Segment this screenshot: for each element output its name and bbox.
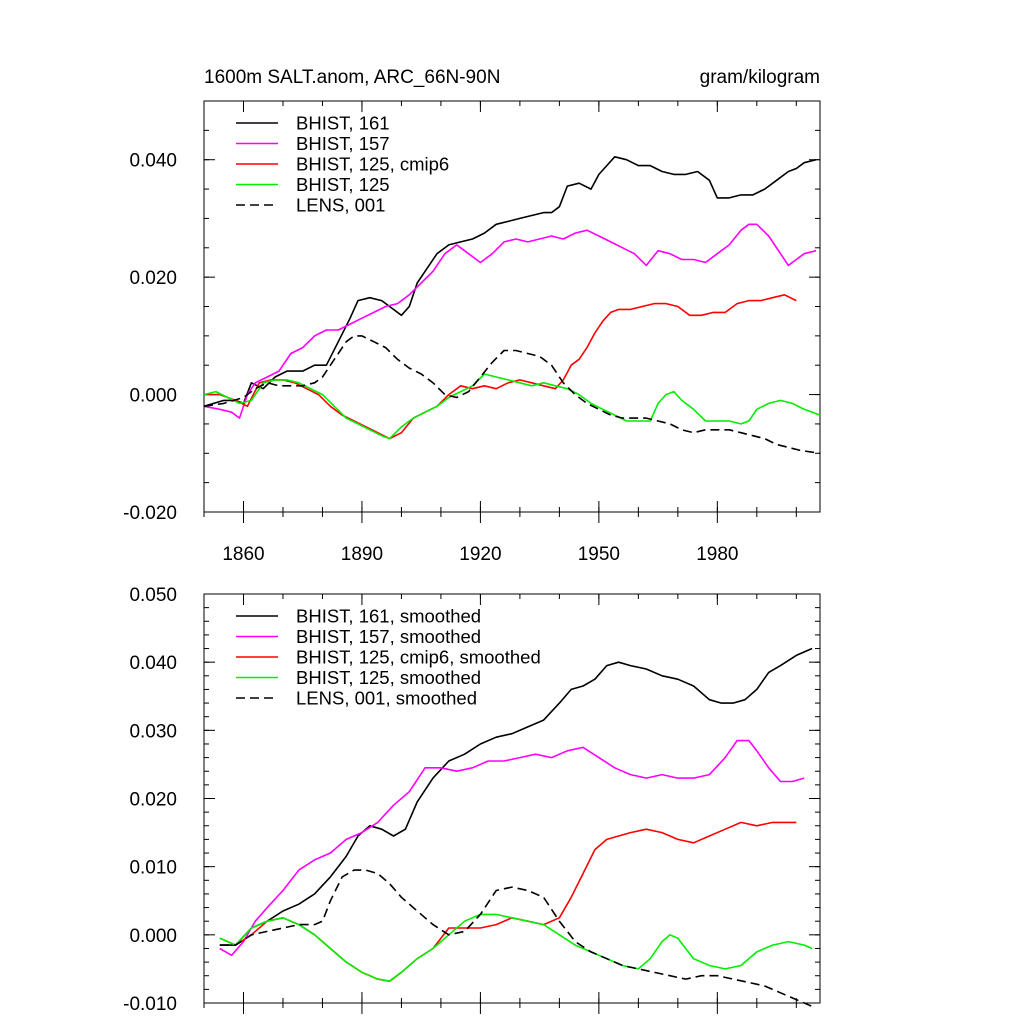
top-legend-label-1: BHIST, 161 (296, 113, 390, 134)
top-legend-label-2: BHIST, 157 (296, 133, 390, 154)
top-panel-title-left: 1600m SALT.anom, ARC_66N-90N (204, 67, 500, 88)
bottom-legend-label-3: BHIST, 125, cmip6, smoothed (296, 647, 541, 668)
bottom-series-line-5 (219, 869, 813, 1008)
top-legend-label-4: BHIST, 125 (296, 174, 390, 195)
bottom-y-tick-label: 0.020 (129, 790, 177, 811)
top-x-tick-label: 1860 (222, 544, 264, 565)
bottom-y-tick-label: 0.000 (129, 926, 177, 947)
top-x-tick-label: 1890 (341, 544, 383, 565)
bottom-legend-label-4: BHIST, 125, smoothed (296, 667, 481, 688)
bottom-y-tick-label: 0.050 (129, 585, 177, 606)
top-x-tick-label: 1950 (578, 544, 620, 565)
bottom-y-tick-label: 0.010 (129, 858, 177, 879)
bottom-panel: -0.010 0.000 0.010 0.020 0.030 0.040 0.050 BHIS… (123, 585, 821, 1015)
top-series-line-5 (203, 335, 821, 455)
top-series-line-2 (203, 223, 817, 419)
top-series-line-3 (204, 293, 797, 440)
top-y-tick-label: -0.020 (123, 503, 177, 524)
bottom-y-tick-label: -0.010 (123, 994, 177, 1015)
bottom-series-line-3 (219, 821, 797, 983)
top-series-line-4 (203, 373, 821, 440)
top-y-tick-label: 0.020 (129, 268, 177, 289)
top-x-tick-label: 1980 (696, 544, 738, 565)
top-legend-label-3: BHIST, 125, cmip6 (296, 154, 449, 175)
top-series-line-1 (203, 156, 817, 408)
bottom-series-line-1 (219, 647, 813, 946)
bottom-legend-label-1: BHIST, 161, smoothed (296, 606, 481, 627)
bottom-y-tick-label: 0.040 (129, 653, 177, 674)
bottom-legend-label-5: LENS, 001, smoothed (296, 688, 477, 709)
top-y-tick-label: 0.040 (129, 151, 177, 172)
bottom-series-line-4 (219, 913, 813, 983)
bottom-series-line-2 (219, 739, 805, 957)
top-x-tick-label: 1920 (459, 544, 501, 565)
top-legend-label-5: LENS, 001 (296, 195, 385, 216)
top-y-tick-label: 0.000 (129, 386, 177, 407)
bottom-y-tick-label: 0.030 (129, 721, 177, 742)
bottom-legend-label-2: BHIST, 157, smoothed (296, 626, 481, 647)
top-panel: 1600m SALT.anom, ARC_66N-90N gram/kilogr… (123, 67, 821, 565)
top-panel-title-right: gram/kilogram (700, 67, 820, 88)
